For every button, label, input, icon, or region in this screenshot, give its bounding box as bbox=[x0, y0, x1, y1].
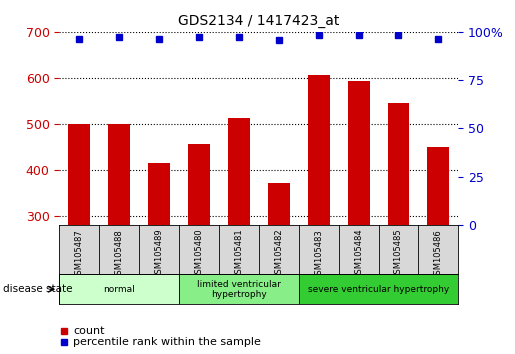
Title: GDS2134 / 1417423_at: GDS2134 / 1417423_at bbox=[178, 14, 339, 28]
Bar bbox=[68, 124, 90, 225]
Bar bbox=[307, 75, 330, 225]
Bar bbox=[108, 124, 130, 225]
Text: percentile rank within the sample: percentile rank within the sample bbox=[73, 337, 261, 347]
Text: GSM105488: GSM105488 bbox=[115, 229, 124, 280]
Text: GSM105489: GSM105489 bbox=[154, 229, 163, 279]
Bar bbox=[188, 144, 210, 225]
Text: disease state: disease state bbox=[3, 284, 72, 294]
Text: limited ventricular
hypertrophy: limited ventricular hypertrophy bbox=[197, 280, 281, 299]
Text: GSM105484: GSM105484 bbox=[354, 229, 363, 279]
Bar bbox=[427, 147, 450, 225]
Bar bbox=[299, 274, 458, 304]
Text: GSM105485: GSM105485 bbox=[394, 229, 403, 279]
Text: GSM105483: GSM105483 bbox=[314, 229, 323, 280]
Text: GSM105487: GSM105487 bbox=[75, 229, 83, 280]
Bar bbox=[148, 163, 170, 225]
Text: GSM105481: GSM105481 bbox=[234, 229, 243, 279]
Bar bbox=[348, 81, 370, 225]
Bar bbox=[387, 103, 409, 225]
Text: severe ventricular hypertrophy: severe ventricular hypertrophy bbox=[308, 285, 449, 294]
Text: GSM105486: GSM105486 bbox=[434, 229, 443, 280]
Bar bbox=[228, 118, 250, 225]
Text: GSM105482: GSM105482 bbox=[274, 229, 283, 279]
Bar bbox=[268, 183, 290, 225]
Text: normal: normal bbox=[103, 285, 135, 294]
Text: GSM105480: GSM105480 bbox=[195, 229, 203, 279]
Bar bbox=[179, 274, 299, 304]
Bar bbox=[59, 274, 179, 304]
Text: count: count bbox=[73, 326, 105, 336]
